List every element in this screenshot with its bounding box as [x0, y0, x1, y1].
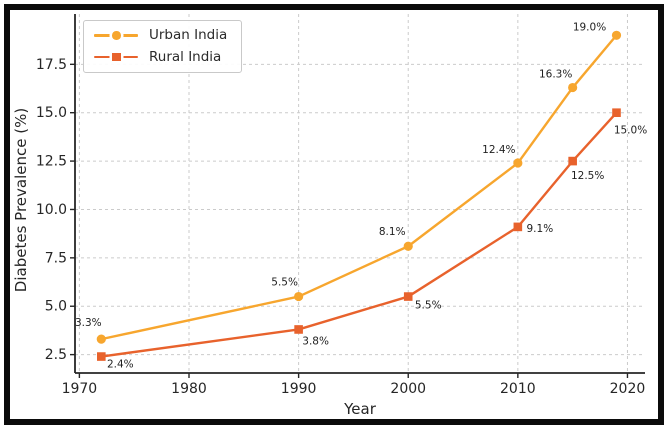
y-tick-label-10.0: 10.0: [36, 202, 67, 218]
data-point-rural-india-2000: [403, 292, 413, 301]
x-tick-label-1990: 1990: [281, 381, 317, 397]
y-tick-label-5.0: 5.0: [45, 299, 67, 315]
y-tick-label-12.5: 12.5: [36, 154, 67, 170]
data-point-urban-india-2010: [513, 158, 523, 168]
diabetes-prevalence-chart: 1970 1980 1990 2000 2010 2020 2.5 5.0 7.5 10.0 12.…: [10, 10, 658, 419]
data-label-rural-india-1990: 3.8%: [302, 335, 329, 347]
x-tick-label-1970: 1970: [62, 381, 98, 397]
rural-square-marker-icon: [112, 52, 121, 62]
x-tick-label-1980: 1980: [171, 381, 207, 397]
plot-area: 1970 1980 1990 2000 2010 2020 2.5 5.0 7.5 10.0 12.…: [12, 14, 647, 418]
data-point-rural-india-2019: [612, 108, 621, 118]
data-label-urban-india-1990: 5.5%: [271, 277, 298, 289]
legend: Urban India Rural India: [83, 20, 243, 73]
x-tick-label-2020: 2020: [610, 381, 646, 397]
y-axis-title: Diabetes Prevalence (%): [12, 108, 30, 292]
legend-swatch-rural: [94, 52, 138, 63]
grid-layer: [75, 14, 645, 373]
data-label-urban-india-1972: 3.3%: [75, 317, 102, 329]
data-label-urban-india-2010: 12.4%: [482, 144, 515, 156]
data-point-rural-india-1990: [294, 325, 303, 334]
y-tick-label-2.5: 2.5: [45, 347, 67, 363]
y-tick-label-7.5: 7.5: [45, 250, 67, 266]
data-label-urban-india-2000: 8.1%: [379, 226, 406, 238]
figure-border: 1970 1980 1990 2000 2010 2020 2.5 5.0 7.5 10.0 12.…: [4, 4, 664, 425]
legend-label-urban-india: Urban India: [149, 27, 228, 43]
data-point-urban-india-2015: [568, 82, 578, 93]
data-point-rural-india-1972: [97, 352, 106, 361]
data-point-rural-india-2015: [568, 156, 577, 166]
data-label-rural-india-2000: 5.5%: [415, 300, 442, 312]
y-tick-label-15.0: 15.0: [36, 105, 67, 121]
axes-layer: 1970 1980 1990 2000 2010 2020 2.5 5.0 7.5 10.0 12.…: [36, 14, 645, 397]
data-point-urban-india-2019: [611, 30, 622, 40]
data-label-rural-india-2019: 15.0%: [614, 125, 647, 137]
urban-circle-marker-icon: [112, 31, 121, 40]
legend-label-rural-india: Rural India: [149, 48, 222, 65]
data-point-urban-india-1972: [96, 334, 106, 344]
data-label-rural-india-2015: 12.5%: [571, 170, 604, 182]
data-label-urban-india-2015: 16.3%: [539, 69, 572, 81]
legend-item-rural-india: Rural India: [94, 48, 227, 65]
x-tick-label-2010: 2010: [500, 381, 536, 397]
data-point-rural-india-2010: [513, 222, 523, 232]
data-label-urban-india-2019: 19.0%: [573, 21, 606, 33]
y-tick-label-17.5: 17.5: [36, 57, 67, 73]
annotation-layer: 3.3% 5.5% 8.1% 12.4% 16.3% 19.0% 2.4% 3.8% 5.5% 9…: [75, 21, 647, 370]
data-point-urban-india-2000: [403, 241, 413, 251]
legend-swatch-urban: [94, 30, 138, 41]
x-axis-title: Year: [343, 400, 377, 418]
legend-item-urban-india: Urban India: [94, 27, 228, 43]
data-point-urban-india-1990: [294, 291, 304, 302]
series-layer: [96, 30, 622, 361]
x-tick-label-2000: 2000: [390, 381, 426, 397]
data-label-rural-india-2010: 9.1%: [527, 223, 554, 235]
series-line-rural-india: [100, 111, 618, 358]
data-label-rural-india-1972: 2.4%: [107, 359, 134, 371]
series-line-urban-india: [100, 34, 618, 341]
